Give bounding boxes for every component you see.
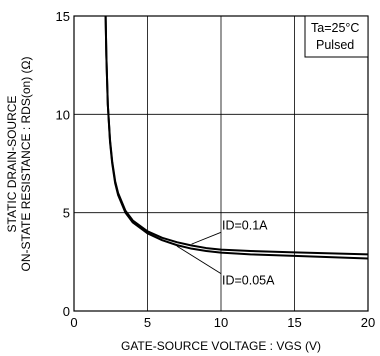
x-tick-label: 20 [361, 315, 375, 330]
annotation-label: ID=0.05A [222, 274, 275, 288]
annotation-leader [191, 231, 222, 245]
series-annotations: ID=0.1A ID=0.05A [176, 218, 275, 288]
tick-labels: 0 5 10 15 20 0 5 10 15 [56, 9, 376, 330]
conditions-box [304, 15, 369, 58]
condition-temperature: Ta=25°C [311, 21, 359, 35]
y-axis-label-line1: STATIC DRAIN-SOURCE [5, 96, 19, 233]
plot-frame [73, 15, 369, 312]
series-lines [104, 15, 369, 260]
y-tick-label: 15 [56, 9, 70, 24]
annotation-leader [176, 245, 222, 275]
grid-lines [74, 16, 368, 311]
x-tick-label: 15 [287, 315, 301, 330]
x-tick-label: 10 [214, 315, 228, 330]
y-tick-label: 5 [63, 206, 70, 221]
y-tick-label: 10 [56, 107, 70, 122]
x-axis-label: GATE-SOURCE VOLTAGE : VGS (V) [121, 339, 321, 353]
x-tick-label: 0 [70, 315, 77, 330]
x-tick-label: 5 [144, 315, 151, 330]
y-axis-label-line2: ON-STATE RESISTANCE : RDS(on) (Ω) [19, 57, 33, 272]
y-tick-label: 0 [63, 304, 70, 319]
series-line-id-0-05a [104, 15, 369, 260]
condition-pulsed: Pulsed [316, 38, 354, 52]
annotation-label: ID=0.1A [222, 218, 268, 232]
